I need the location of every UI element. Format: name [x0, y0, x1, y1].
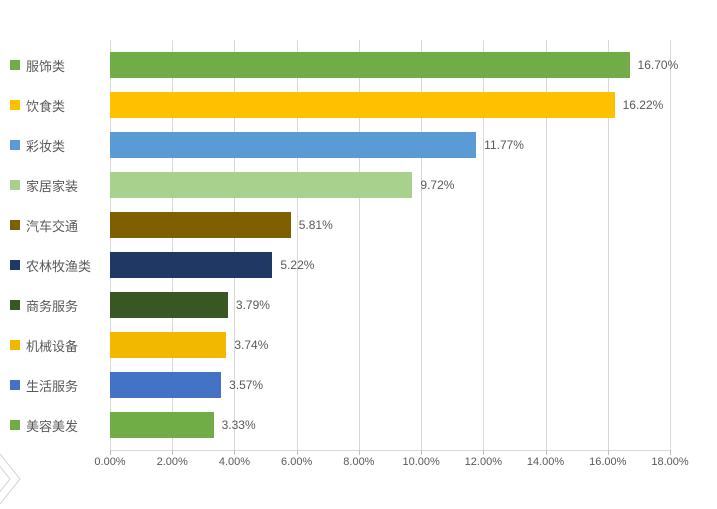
bar: 3.33%: [110, 412, 214, 438]
x-tick: [608, 450, 609, 455]
bar: 5.81%: [110, 212, 291, 238]
x-tick: [421, 450, 422, 455]
x-tick-label: 0.00%: [94, 456, 125, 468]
x-tick-label: 8.00%: [343, 456, 374, 468]
legend-label: 农林牧渔类: [26, 256, 91, 275]
bar-row: 3.79%: [110, 285, 670, 325]
chart-container: 服饰类饮食类彩妆类家居家装汽车交通农林牧渔类商务服务机械设备生活服务美容美发 1…: [0, 0, 717, 509]
legend-item: 农林牧渔类: [10, 245, 100, 285]
bar-row: 3.74%: [110, 325, 670, 365]
x-axis: 0.00%2.00%4.00%6.00%8.00%10.00%12.00%14.…: [110, 450, 670, 480]
legend-label: 商务服务: [26, 296, 78, 315]
x-tick-label: 16.00%: [589, 456, 626, 468]
x-tick-label: 4.00%: [219, 456, 250, 468]
bar: 5.22%: [110, 252, 272, 278]
x-tick-label: 6.00%: [281, 456, 312, 468]
bar: 16.22%: [110, 92, 615, 118]
x-tick-label: 12.00%: [465, 456, 502, 468]
legend-label: 家居家装: [26, 176, 78, 195]
legend-label: 美容美发: [26, 416, 78, 435]
decorative-chevrons: [0, 449, 26, 509]
x-tick: [670, 450, 671, 455]
x-tick-label: 10.00%: [402, 456, 439, 468]
legend-marker: [10, 260, 20, 270]
legend-label: 服饰类: [26, 56, 65, 75]
x-tick: [359, 450, 360, 455]
legend-item: 机械设备: [10, 325, 100, 365]
bar-value-label: 5.22%: [280, 258, 314, 272]
legend-marker: [10, 340, 20, 350]
bar: 11.77%: [110, 132, 476, 158]
bar: 3.57%: [110, 372, 221, 398]
legend-label: 机械设备: [26, 336, 78, 355]
bar-row: 5.81%: [110, 205, 670, 245]
legend-item: 服饰类: [10, 45, 100, 85]
legend-marker: [10, 300, 20, 310]
bar-row: 3.57%: [110, 365, 670, 405]
plot-area: 16.70% 16.22% 11.77% 9.72% 5.81% 5.22% 3.79% 3.…: [110, 40, 670, 450]
legend-item: 汽车交通: [10, 205, 100, 245]
legend-marker: [10, 100, 20, 110]
bar-row: 16.70%: [110, 45, 670, 85]
bar-row: 3.33%: [110, 405, 670, 445]
legend-marker: [10, 60, 20, 70]
x-axis-line: [110, 450, 670, 451]
x-tick-label: 18.00%: [651, 456, 688, 468]
legend-label: 彩妆类: [26, 136, 65, 155]
legend-item: 商务服务: [10, 285, 100, 325]
legend-marker: [10, 220, 20, 230]
bar-row: 9.72%: [110, 165, 670, 205]
x-tick-label: 14.00%: [527, 456, 564, 468]
legend-marker: [10, 180, 20, 190]
x-tick: [172, 450, 173, 455]
legend-item: 彩妆类: [10, 125, 100, 165]
bar-value-label: 16.22%: [623, 98, 664, 112]
x-tick: [297, 450, 298, 455]
legend-item: 家居家装: [10, 165, 100, 205]
bar-value-label: 5.81%: [299, 218, 333, 232]
legend-label: 生活服务: [26, 376, 78, 395]
legend: 服饰类饮食类彩妆类家居家装汽车交通农林牧渔类商务服务机械设备生活服务美容美发: [10, 45, 100, 445]
bar: 9.72%: [110, 172, 412, 198]
x-tick: [546, 450, 547, 455]
bar-value-label: 9.72%: [420, 178, 454, 192]
legend-item: 美容美发: [10, 405, 100, 445]
x-tick: [483, 450, 484, 455]
bar: 16.70%: [110, 52, 630, 78]
bar: 3.79%: [110, 292, 228, 318]
bar-value-label: 3.74%: [234, 338, 268, 352]
bar: 3.74%: [110, 332, 226, 358]
bar-value-label: 3.79%: [236, 298, 270, 312]
legend-marker: [10, 420, 20, 430]
bar-value-label: 16.70%: [638, 58, 679, 72]
x-tick: [110, 450, 111, 455]
gridline: [670, 40, 671, 450]
legend-label: 饮食类: [26, 96, 65, 115]
legend-marker: [10, 140, 20, 150]
legend-item: 生活服务: [10, 365, 100, 405]
legend-item: 饮食类: [10, 85, 100, 125]
legend-marker: [10, 380, 20, 390]
x-tick: [234, 450, 235, 455]
x-tick-label: 2.00%: [157, 456, 188, 468]
bar-value-label: 11.77%: [484, 138, 524, 152]
bars: 16.70% 16.22% 11.77% 9.72% 5.81% 5.22% 3.79% 3.…: [110, 45, 670, 445]
bar-value-label: 3.33%: [222, 418, 256, 432]
bar-row: 11.77%: [110, 125, 670, 165]
bar-row: 5.22%: [110, 245, 670, 285]
bar-row: 16.22%: [110, 85, 670, 125]
legend-label: 汽车交通: [26, 216, 78, 235]
bar-value-label: 3.57%: [229, 378, 263, 392]
